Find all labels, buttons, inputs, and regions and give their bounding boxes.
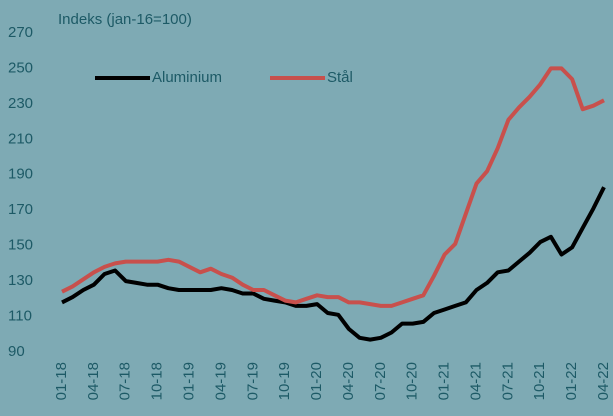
y-tick-label: 130 (8, 272, 33, 289)
y-tick-label: 210 (8, 130, 33, 147)
x-tick-label: 10-19 (276, 362, 293, 400)
y-tick-label: 150 (8, 237, 33, 254)
legend-label: Aluminium (152, 69, 222, 86)
x-tick-label: 10-21 (531, 362, 548, 400)
series-line (61, 186, 606, 342)
y-tick-label: 170 (8, 201, 33, 218)
chart-title: Indeks (jan-16=100) (58, 11, 192, 28)
x-tick-label: 07-20 (372, 362, 389, 400)
x-tick-label: 04-18 (85, 362, 102, 400)
y-tick-label: 90 (8, 343, 25, 360)
series-line (61, 66, 605, 308)
x-tick-label: 04-22 (595, 362, 612, 400)
x-tick-label: 04-21 (467, 362, 484, 400)
x-tick-label: 07-18 (117, 362, 134, 400)
x-tick-label: 01-22 (563, 362, 580, 400)
x-tick-label: 04-20 (340, 362, 357, 400)
y-tick-label: 110 (8, 308, 32, 325)
x-tick-label: 07-21 (499, 362, 516, 400)
x-tick-label: 07-19 (244, 362, 261, 400)
y-tick-label: 230 (8, 95, 33, 112)
x-tick-label: 01-18 (53, 362, 70, 400)
y-tick-label: 190 (8, 166, 33, 183)
x-tick-label: 01-19 (180, 362, 197, 400)
x-tick-label: 10-18 (149, 362, 166, 400)
x-tick-label: 01-20 (308, 362, 325, 400)
y-tick-label: 270 (8, 24, 33, 41)
x-tick-label: 01-21 (436, 362, 453, 400)
x-tick-label: 04-19 (212, 362, 229, 400)
x-tick-label: 10-20 (404, 362, 421, 400)
y-tick-label: 250 (8, 59, 33, 76)
legend-label: Stål (327, 69, 353, 86)
